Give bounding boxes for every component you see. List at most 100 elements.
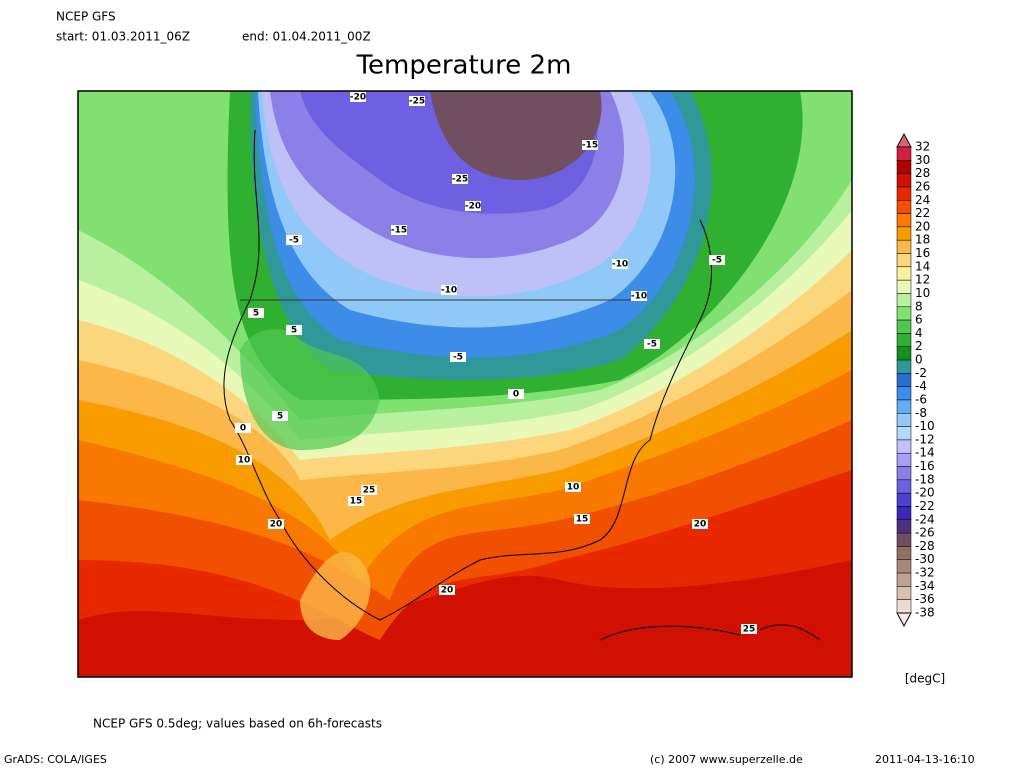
- software-credit: GrADS: COLA/IGES: [4, 753, 107, 766]
- contour-label: -10: [631, 292, 647, 302]
- colorbar-label: 12: [915, 273, 930, 287]
- contour-label-bg: [692, 519, 708, 529]
- colorbar-label: -36: [915, 592, 935, 606]
- contour-label: 5: [277, 412, 283, 422]
- colorbar-bin: [896, 146, 912, 161]
- colorbar-label: 32: [915, 140, 930, 154]
- contour-label-bg: [439, 585, 455, 595]
- contour-label-bg: [565, 482, 581, 492]
- colorbar-bin: [896, 599, 912, 614]
- colorbar-bin: [896, 266, 912, 281]
- contour-label: 15: [576, 515, 589, 525]
- colorbar-label: -18: [915, 472, 935, 486]
- contour-label-bg: [268, 519, 284, 529]
- colorbar-label: 20: [915, 219, 930, 233]
- contour-label-bg: [612, 259, 628, 269]
- colorbar-bin: [896, 559, 912, 574]
- contour-label: -5: [453, 353, 463, 363]
- colorbar-label: 4: [915, 326, 923, 340]
- colorbar-bin: [896, 186, 912, 201]
- contour-label-bg: [272, 411, 288, 421]
- colorbar-label: 16: [915, 246, 930, 260]
- colorbar-bin: [896, 173, 912, 188]
- contour-label: 25: [363, 486, 376, 496]
- colorbar-label: -28: [915, 539, 935, 553]
- contour-label: 15: [350, 497, 363, 507]
- colorbar-label: -4: [915, 379, 927, 393]
- colorbar-label: 28: [915, 166, 930, 180]
- colorbar: 32302826242220181614121086420-2-4-6-8-10…: [896, 132, 935, 628]
- copyright: (c) 2007 www.superzelle.de: [650, 753, 803, 766]
- colorbar-label: -14: [915, 446, 935, 460]
- colorbar-label: -16: [915, 459, 935, 473]
- colorbar-bin: [896, 359, 912, 374]
- contour-label: -10: [612, 260, 628, 270]
- colorbar-label: 10: [915, 286, 930, 300]
- contour-label-bg: [235, 423, 251, 433]
- colorbar-bin: [896, 426, 912, 441]
- colorbar-bin: [896, 506, 912, 521]
- colorbar-bin: [896, 479, 912, 494]
- colorbar-bin: [896, 546, 912, 560]
- coastline: [599, 624, 821, 641]
- colorbar-end: [896, 132, 912, 148]
- contour-label-bg: [574, 514, 590, 524]
- colorbar-label: -10: [915, 419, 935, 433]
- map-frame: [77, 90, 853, 678]
- contour-label: 25: [743, 625, 756, 635]
- colorbar-label: -30: [915, 552, 935, 566]
- timestamp: 2011-04-13-16:10: [875, 753, 975, 766]
- colorbar-bin: [896, 572, 912, 587]
- contour-label: -10: [441, 286, 457, 296]
- colorbar-bin: [896, 253, 912, 268]
- contour-labels: -20 -25 -25 -15 -10 -20 -15 -5 -10 -10 -5 -5 -5 0 5 5 0 5…: [235, 92, 757, 635]
- colorbar-label: -34: [915, 579, 935, 593]
- contour-label: 5: [291, 326, 297, 336]
- colorbar-bin: [896, 519, 912, 534]
- colorbar-bin: [896, 373, 912, 387]
- colorbar-bin: [896, 586, 912, 600]
- field-layer: [300, 552, 371, 640]
- contour-label: -20: [350, 93, 366, 103]
- colorbar-bin: [896, 399, 912, 414]
- contour-label-bg: [644, 339, 660, 349]
- colorbar-label: 18: [915, 233, 930, 247]
- contour-label: -5: [647, 340, 657, 350]
- colorbar-label: 2: [915, 339, 923, 353]
- colorbar-bin: [896, 386, 912, 401]
- contour-label-bg: [286, 325, 302, 335]
- contour-label-bg: [236, 455, 252, 465]
- contour-label-bg: [409, 96, 425, 106]
- colorbar-label: 14: [915, 259, 930, 273]
- colorbar-bin: [896, 200, 912, 214]
- colorbar-label: -22: [915, 499, 935, 513]
- start-time: start: 01.03.2011_06Z: [56, 30, 190, 44]
- colorbar-bin: [896, 306, 912, 321]
- colorbar-label: 8: [915, 299, 923, 313]
- contour-label-bg: [452, 174, 468, 184]
- contour-label-bg: [361, 485, 377, 495]
- contour-label-bg: [465, 201, 481, 211]
- colorbar-bin: [896, 160, 912, 174]
- contour-label-bg: [350, 92, 366, 102]
- colorbar-label: -12: [915, 432, 935, 446]
- contour-label: 0: [240, 424, 246, 434]
- colorbar-bin: [896, 452, 912, 467]
- contour-label: 0: [513, 390, 519, 400]
- colorbar-label: 6: [915, 313, 923, 327]
- colorbar-bin: [896, 226, 912, 241]
- contour-label-bg: [741, 624, 757, 634]
- colorbar-bin: [896, 492, 912, 507]
- contour-label-bg: [709, 255, 725, 265]
- contour-label: 10: [567, 483, 580, 493]
- contour-label-bg: [391, 225, 407, 235]
- colorbar-bin: [896, 532, 912, 547]
- map-title: Temperature 2m: [356, 51, 572, 81]
- colorbar-bin: [896, 466, 912, 481]
- colorbar-bin: [896, 279, 912, 294]
- colorbar-bin: [896, 413, 912, 427]
- colorbar-label: 0: [915, 353, 923, 367]
- contour-label-bg: [441, 285, 457, 295]
- contour-label: -25: [452, 175, 468, 185]
- colorbar-label: -32: [915, 566, 935, 580]
